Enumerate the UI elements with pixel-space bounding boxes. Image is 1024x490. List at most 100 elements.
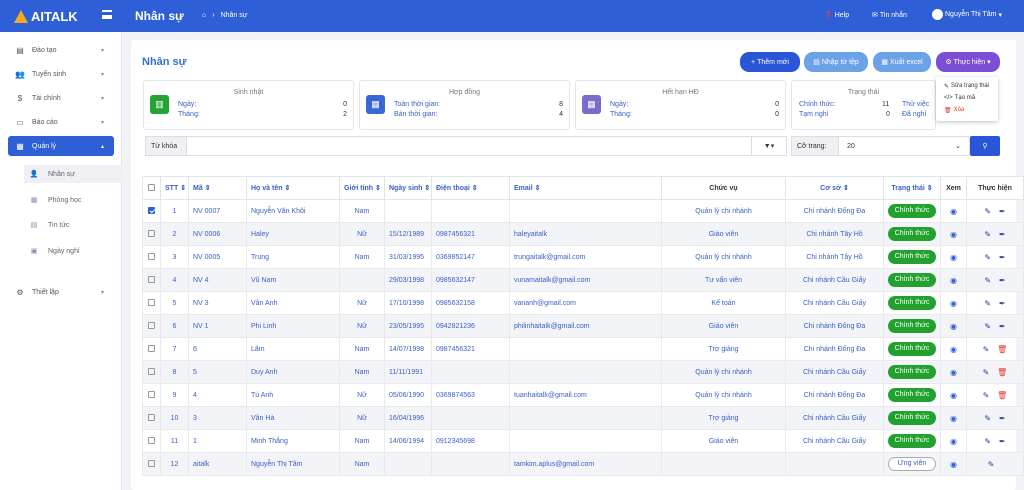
row-checkbox[interactable] [142, 406, 161, 430]
eye-icon[interactable]: ◉ [950, 252, 957, 262]
status-badge[interactable]: Chính thức [888, 227, 936, 241]
eye-icon[interactable]: ◉ [950, 367, 957, 377]
home-icon[interactable]: ⌂ [202, 12, 207, 19]
col-dob[interactable]: Ngày sinh ⇕ [384, 176, 432, 200]
cell-view[interactable]: ◉ [940, 245, 967, 269]
row-checkbox[interactable] [142, 222, 161, 246]
status-badge[interactable]: Chính thức [888, 296, 936, 310]
menu-toggle-icon[interactable] [102, 10, 112, 19]
cell-view[interactable]: ◉ [940, 314, 967, 338]
sidebar-item-dao-tao[interactable]: ▤ Đào tạo ▾ [8, 40, 114, 60]
cell-status[interactable]: Chính thức [883, 314, 941, 338]
assign-icon[interactable]: ✒ [998, 229, 1006, 239]
user-menu[interactable]: Nguyễn Thị Tâm ▾ [932, 9, 1002, 20]
cell-status[interactable]: Chính thức [883, 337, 941, 361]
cell-view[interactable]: ◉ [940, 291, 967, 315]
row-checkbox[interactable] [142, 314, 161, 338]
cell-status[interactable]: Chính thức [883, 245, 941, 269]
row-checkbox[interactable] [142, 268, 161, 292]
row-checkbox[interactable] [142, 337, 161, 361]
col-email[interactable]: Email ⇕ [509, 176, 662, 200]
help-link[interactable]: ❓ Help [824, 11, 849, 20]
assign-icon[interactable]: ✒ [998, 413, 1006, 423]
row-checkbox[interactable] [142, 452, 161, 476]
cell-status[interactable]: Chính thức [883, 360, 941, 384]
assign-icon[interactable]: ✒ [998, 206, 1006, 216]
status-badge[interactable]: Ứng viên [888, 457, 936, 471]
edit-icon[interactable]: ✎ [982, 367, 990, 377]
assign-icon[interactable]: ✒ [998, 436, 1006, 446]
keyword-input[interactable] [186, 136, 752, 156]
col-phone[interactable]: Điện thoại ⇕ [431, 176, 510, 200]
sidebar-item-ngay-nghi[interactable]: ▣ Ngày nghỉ [24, 242, 122, 260]
select-all-checkbox[interactable] [142, 176, 161, 200]
eye-icon[interactable]: ◉ [950, 229, 957, 239]
cell-view[interactable]: ◉ [940, 268, 967, 292]
edit-icon[interactable]: ✎ [984, 206, 992, 216]
messages-link[interactable]: ✉ Tin nhắn [872, 11, 907, 20]
trash-icon[interactable]: 🗑 [997, 390, 1008, 400]
eye-icon[interactable]: ◉ [950, 459, 957, 469]
add-button[interactable]: + Thêm mới [740, 52, 800, 72]
row-checkbox[interactable] [142, 291, 161, 315]
eye-icon[interactable]: ◉ [950, 206, 957, 216]
eye-icon[interactable]: ◉ [950, 275, 957, 285]
assign-icon[interactable]: ✒ [998, 298, 1006, 308]
cell-view[interactable]: ◉ [940, 360, 967, 384]
eye-icon[interactable]: ◉ [950, 413, 957, 423]
cell-view[interactable]: ◉ [940, 406, 967, 430]
status-badge[interactable]: Chính thức [888, 411, 936, 425]
eye-icon[interactable]: ◉ [950, 321, 957, 331]
cell-view[interactable]: ◉ [940, 429, 967, 453]
row-checkbox[interactable] [142, 245, 161, 269]
filter-button[interactable]: ▼▾ [751, 136, 787, 156]
status-badge[interactable]: Chính thức [888, 250, 936, 264]
page-size-select[interactable]: 20 ⌄ [838, 136, 970, 156]
logo[interactable]: AITALK [14, 9, 78, 24]
export-button[interactable]: ▦ Xuất excel [873, 52, 931, 72]
edit-icon[interactable]: ✎ [982, 390, 990, 400]
cell-view[interactable]: ◉ [940, 222, 967, 246]
edit-icon[interactable]: ✎ [984, 321, 992, 331]
edit-icon[interactable]: ✎ [982, 344, 990, 354]
col-ma[interactable]: Mã ⇕ [188, 176, 247, 200]
dropdown-edit-status[interactable]: ✎ Sửa trạng thái [936, 80, 998, 92]
row-checkbox[interactable] [142, 199, 161, 223]
cell-status[interactable]: Chính thức [883, 199, 941, 223]
trash-icon[interactable]: 🗑 [997, 367, 1008, 377]
row-checkbox[interactable] [142, 383, 161, 407]
eye-icon[interactable]: ◉ [950, 344, 957, 354]
cell-status[interactable]: Chính thức [883, 291, 941, 315]
cell-view[interactable]: ◉ [940, 452, 967, 476]
status-badge[interactable]: Chính thức [888, 342, 936, 356]
search-button[interactable]: ⚲ [970, 136, 1000, 156]
cell-view[interactable]: ◉ [940, 337, 967, 361]
edit-icon[interactable]: ✎ [984, 252, 992, 262]
sidebar-item-phong-hoc[interactable]: ▦ Phòng học [24, 191, 122, 209]
status-badge[interactable]: Chính thức [888, 204, 936, 218]
assign-icon[interactable]: ✒ [998, 275, 1006, 285]
row-checkbox[interactable] [142, 360, 161, 384]
dropdown-create-code[interactable]: </> Tạo mã [936, 92, 998, 104]
cell-status[interactable]: Ứng viên [883, 452, 941, 476]
sidebar-item-tai-chinh[interactable]: $ Tài chính ▾ [8, 88, 114, 108]
cell-status[interactable]: Chính thức [883, 406, 941, 430]
status-badge[interactable]: Chính thức [888, 388, 936, 402]
edit-icon[interactable]: ✎ [987, 459, 995, 469]
import-button[interactable]: ▤ Nhập từ tệp [804, 52, 868, 72]
trash-icon[interactable]: 🗑 [997, 344, 1008, 354]
col-gender[interactable]: Giới tính ⇕ [339, 176, 385, 200]
edit-icon[interactable]: ✎ [984, 413, 992, 423]
sidebar-item-thiet-lap[interactable]: ⚙ Thiết lập ▾ [8, 282, 114, 302]
col-status[interactable]: Trạng thái ⇕ [883, 176, 941, 200]
cell-status[interactable]: Chính thức [883, 383, 941, 407]
sidebar-item-quan-ly[interactable]: ▦ Quản lý ▴ [8, 136, 114, 156]
edit-icon[interactable]: ✎ [984, 229, 992, 239]
cell-status[interactable]: Chính thức [883, 222, 941, 246]
cell-view[interactable]: ◉ [940, 383, 967, 407]
sidebar-item-tuyen-sinh[interactable]: 👥 Tuyển sinh ▾ [8, 64, 114, 84]
cell-view[interactable]: ◉ [940, 199, 967, 223]
action-button[interactable]: ⚙ Thực hiện ▾ [936, 52, 1000, 72]
col-branch[interactable]: Cơ sở ⇕ [785, 176, 884, 200]
col-stt[interactable]: STT ⇕ [160, 176, 189, 200]
